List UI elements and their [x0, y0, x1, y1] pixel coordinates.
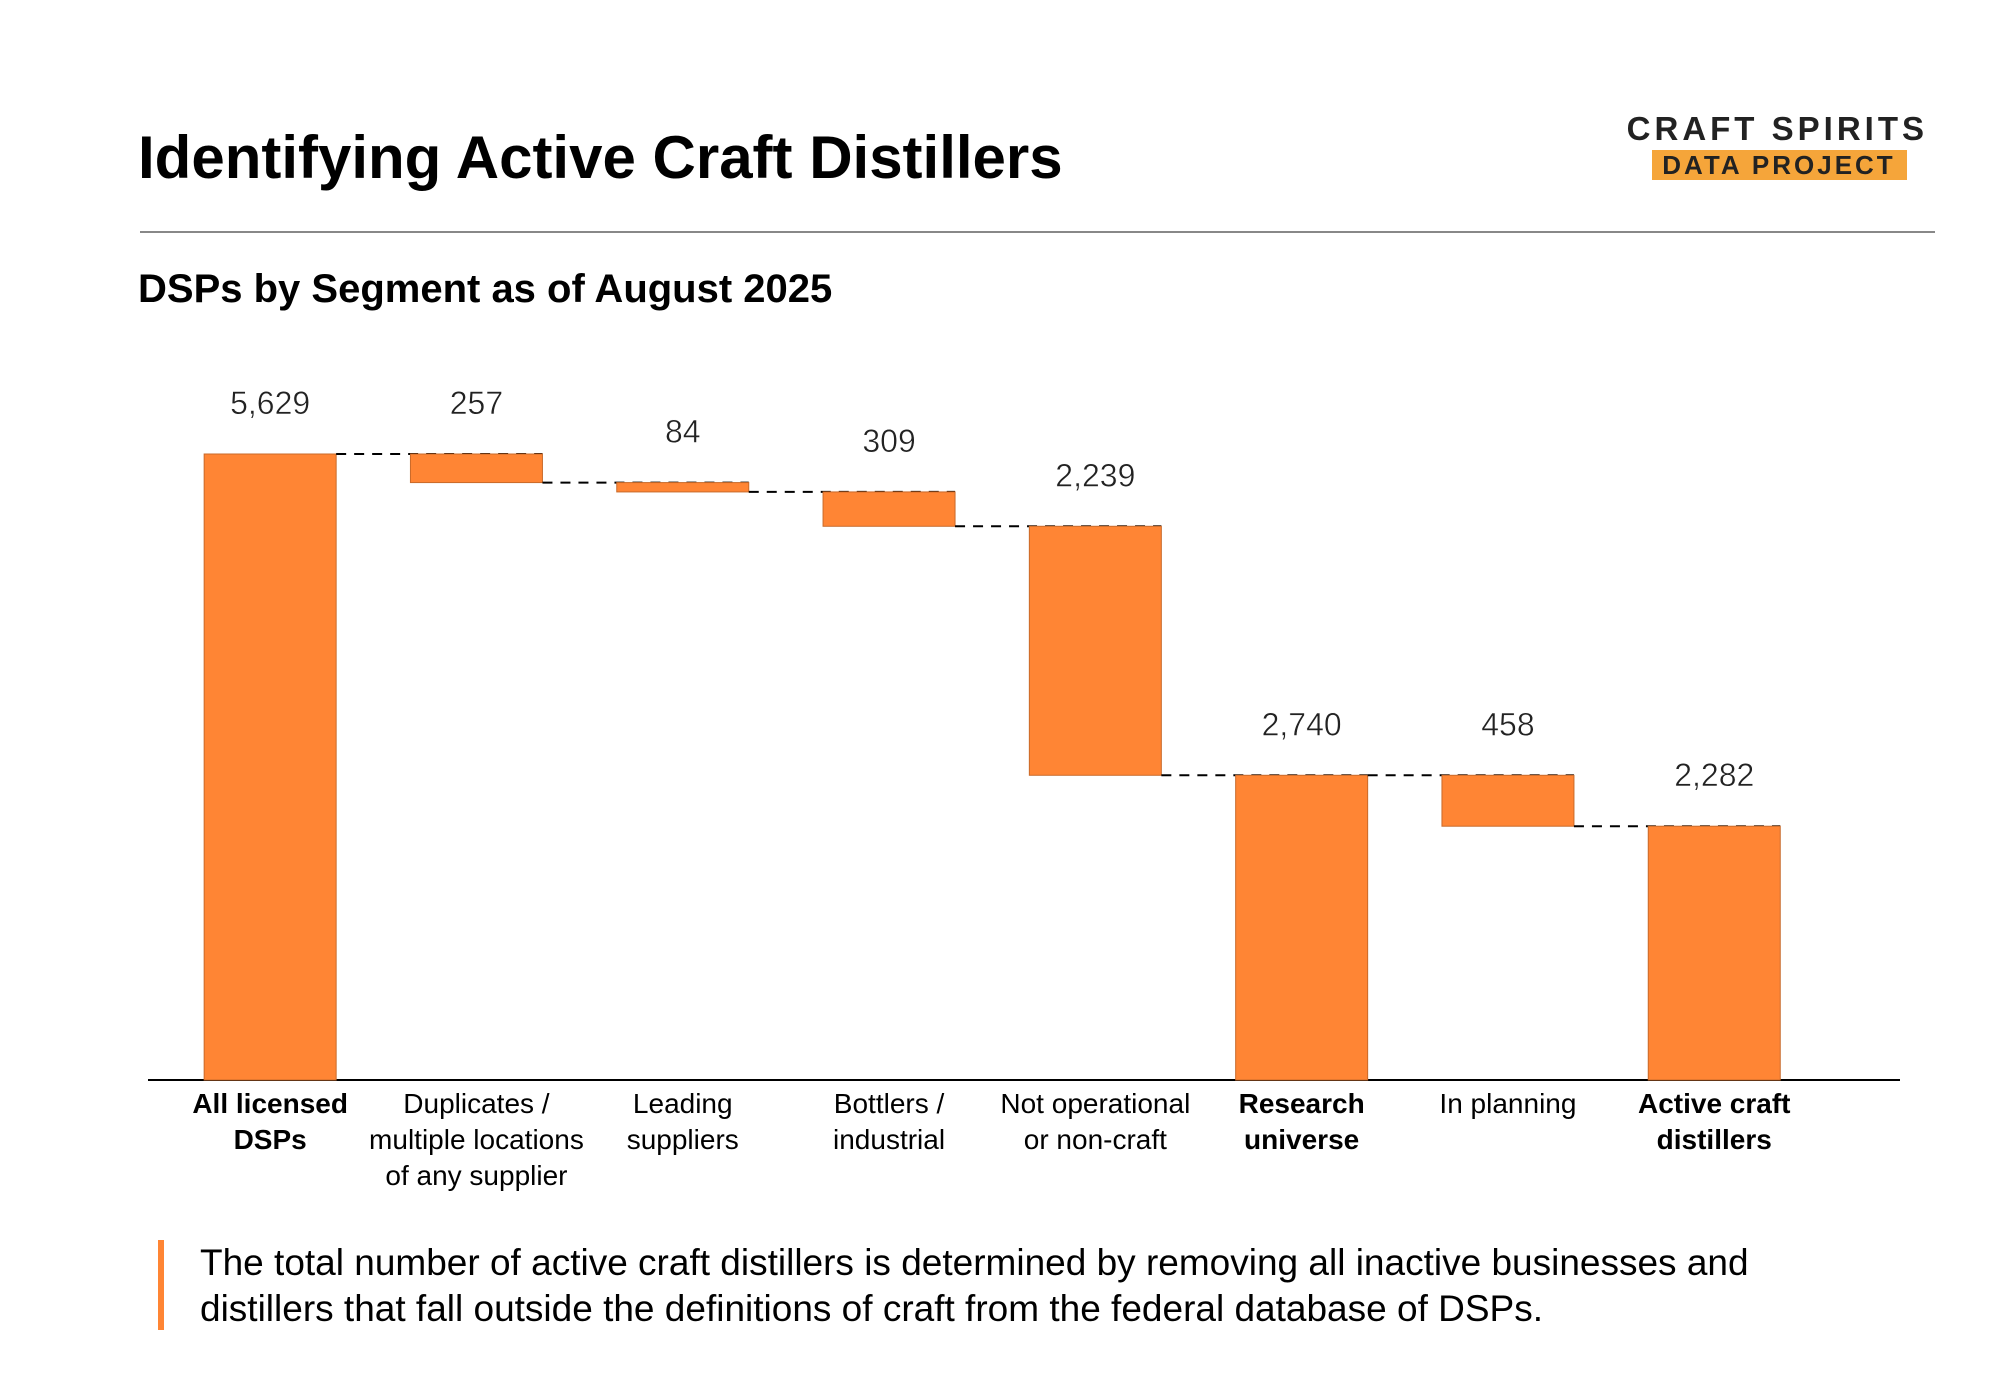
- bar: [1028, 525, 1162, 776]
- bar: [409, 453, 543, 484]
- bar: [1647, 825, 1781, 1081]
- category-label: Leading suppliers: [626, 1088, 739, 1155]
- logo-top: CRAFT SPIRITS: [1627, 110, 1928, 147]
- category-label: Duplicates / multiple locations of any s…: [369, 1088, 584, 1191]
- note-accent: [158, 1240, 164, 1330]
- logo-box: [1652, 150, 1907, 180]
- category-label: All licensed DSPs: [192, 1088, 348, 1155]
- bar: [616, 482, 750, 493]
- bar: [1235, 774, 1369, 1081]
- value-label: 2,740: [1262, 706, 1342, 742]
- logo-bottom: DATA PROJECT: [1662, 150, 1895, 180]
- bar: [203, 453, 337, 1081]
- bar: [822, 491, 956, 527]
- value-label: 309: [862, 423, 915, 459]
- footnote: The total number of active craft distill…: [200, 1242, 1749, 1329]
- category-label: Active craft distillers: [1637, 1088, 1791, 1155]
- value-label: 2,239: [1055, 457, 1135, 493]
- value-label: 2,282: [1674, 757, 1754, 793]
- value-label: 257: [450, 385, 503, 421]
- bar: [1441, 774, 1575, 827]
- chart-title: DSPs by Segment as of August 2025: [138, 267, 832, 311]
- page-title: Identifying Active Craft Distillers: [138, 124, 1063, 191]
- category-label: Research universe: [1238, 1088, 1365, 1155]
- value-label: 5,629: [230, 385, 310, 421]
- value-label: 458: [1481, 706, 1534, 742]
- category-label: Bottlers / industrial: [833, 1088, 946, 1155]
- value-label: 84: [665, 414, 701, 450]
- category-label: Not operational or non-craft: [1000, 1088, 1191, 1155]
- category-label: In planning: [1439, 1088, 1577, 1119]
